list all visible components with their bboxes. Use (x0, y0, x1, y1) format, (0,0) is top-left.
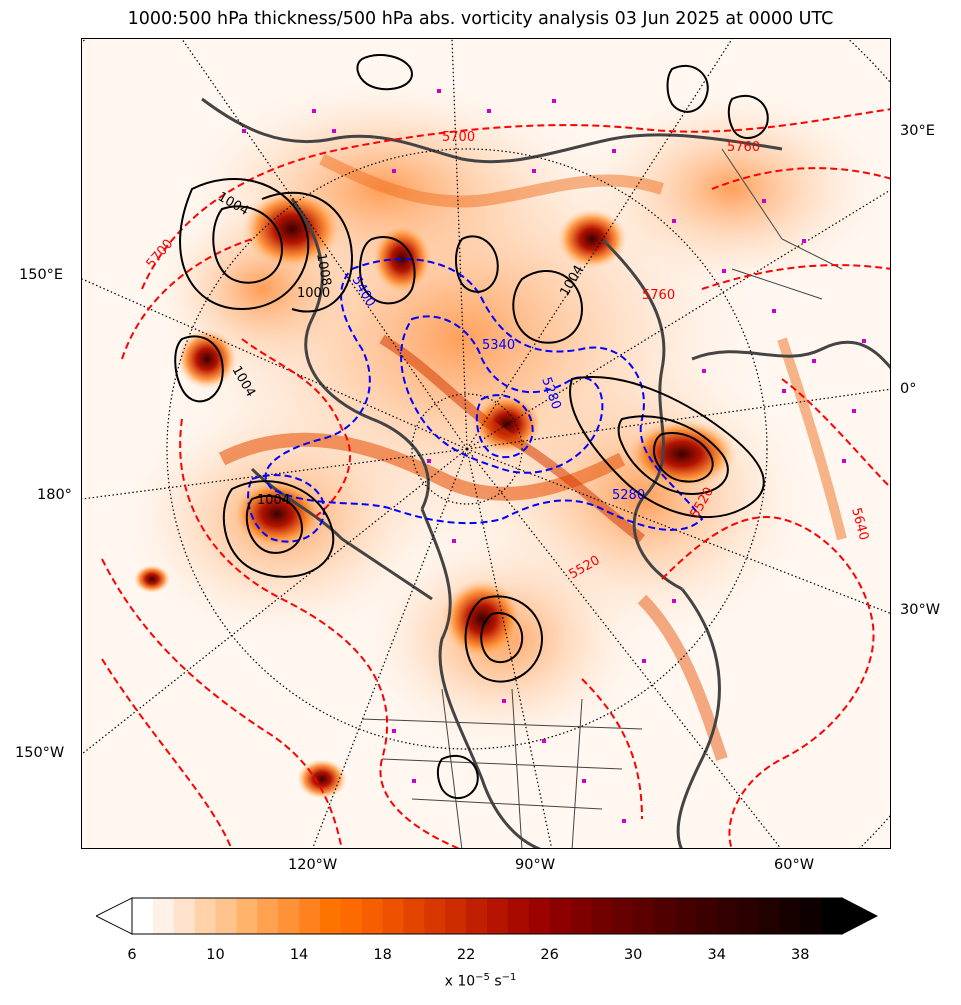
lon-label-150e: 150°E (19, 267, 64, 283)
thickness-label-red: 5700 (442, 130, 475, 145)
colorbar-cell (466, 898, 488, 934)
lon-label-90w: 90°W (515, 857, 556, 873)
colorbar-cell (319, 898, 342, 934)
colorbar-cell (716, 898, 739, 934)
colorbar-cell (445, 898, 467, 934)
colorbar-cell (173, 898, 196, 934)
thickness-label-blue: 5280 (612, 488, 645, 503)
colorbar-cell (299, 898, 321, 934)
colorbar-tick-label: 18 (373, 947, 392, 963)
colorbar-cell (236, 898, 258, 934)
colorbar-tick-label: 10 (206, 947, 225, 963)
colorbar-cells (132, 898, 843, 934)
lon-label-60w: 60°W (774, 857, 815, 873)
colorbar-cell (800, 898, 822, 934)
colorbar-under-triangle (96, 897, 133, 935)
colorbar-cell (382, 898, 404, 934)
lon-label-180: 180° (37, 487, 72, 503)
thickness-contours-cold (247, 258, 704, 543)
colorbar-cell (194, 898, 217, 934)
lon-label-0: 0° (900, 381, 917, 397)
thickness-contours-warm (101, 108, 890, 848)
lon-label-150w: 150°W (15, 745, 65, 761)
coastlines (201, 97, 890, 848)
mslp-contours (174, 54, 769, 799)
colorbar-cell (257, 898, 279, 934)
colorbar-cell (528, 898, 551, 934)
colorbar-cell (570, 898, 592, 934)
colorbar-cell (758, 898, 780, 934)
pressure-label: 1004 (257, 493, 290, 508)
colorbar-cell (674, 898, 697, 934)
colorbar-cell (403, 898, 425, 934)
colorbar (96, 897, 878, 935)
colorbar-tick-label: 6 (127, 947, 137, 963)
colorbar-cell (737, 898, 759, 934)
colorbar-tick-label: 30 (623, 947, 643, 963)
colorbar-cell (549, 898, 572, 934)
thickness-label-red: 5760 (642, 288, 675, 303)
colorbar-tick-label: 34 (707, 947, 726, 963)
pressure-label: 1000 (297, 286, 330, 301)
colorbar-cell (591, 898, 613, 934)
pressure-label: 1008 (313, 252, 334, 287)
colorbar-cell (779, 898, 801, 934)
lon-label-120w: 120°W (288, 857, 338, 873)
graticule (82, 39, 890, 848)
colorbar-tick-label: 26 (540, 947, 559, 963)
colorbar-cell (278, 898, 300, 934)
colorbar-cell (361, 898, 384, 934)
colorbar-cell (507, 898, 530, 934)
political-borders (361, 148, 843, 848)
colorbar-tick-label: 14 (289, 947, 309, 963)
lon-label-30w: 30°W (900, 602, 941, 618)
colorbar-cell (695, 898, 718, 934)
colorbar-cell (424, 898, 446, 934)
colorbar-cell (152, 898, 175, 934)
map-canvas[interactable]: 5760 5700 5700 5640 5520 5520 5760 5280 … (82, 39, 891, 849)
map-panel[interactable]: 5760 5700 5700 5640 5520 5520 5760 5280 … (81, 38, 891, 849)
colorbar-cell (132, 898, 154, 934)
colorbar-over-triangle (841, 897, 878, 935)
colorbar-cell (821, 898, 843, 934)
station-markers (242, 89, 866, 823)
colorbar-cell (487, 898, 509, 934)
colorbar-cell (633, 898, 655, 934)
chart-title: 1000:500 hPa thickness/500 hPa abs. vort… (127, 9, 834, 29)
colorbar-label: x 10−5 s−1 (444, 972, 517, 990)
colorbar-tick-label: 38 (791, 947, 810, 963)
thickness-label-red: 5760 (727, 140, 760, 155)
thickness-label-blue: 5340 (482, 338, 515, 353)
colorbar-cell (340, 898, 363, 934)
lon-label-30e: 30°E (900, 123, 935, 139)
colorbar-cell (215, 898, 237, 934)
colorbar-cell (612, 898, 634, 934)
colorbar-cell (654, 898, 676, 934)
colorbar-tick-label: 22 (456, 947, 476, 963)
